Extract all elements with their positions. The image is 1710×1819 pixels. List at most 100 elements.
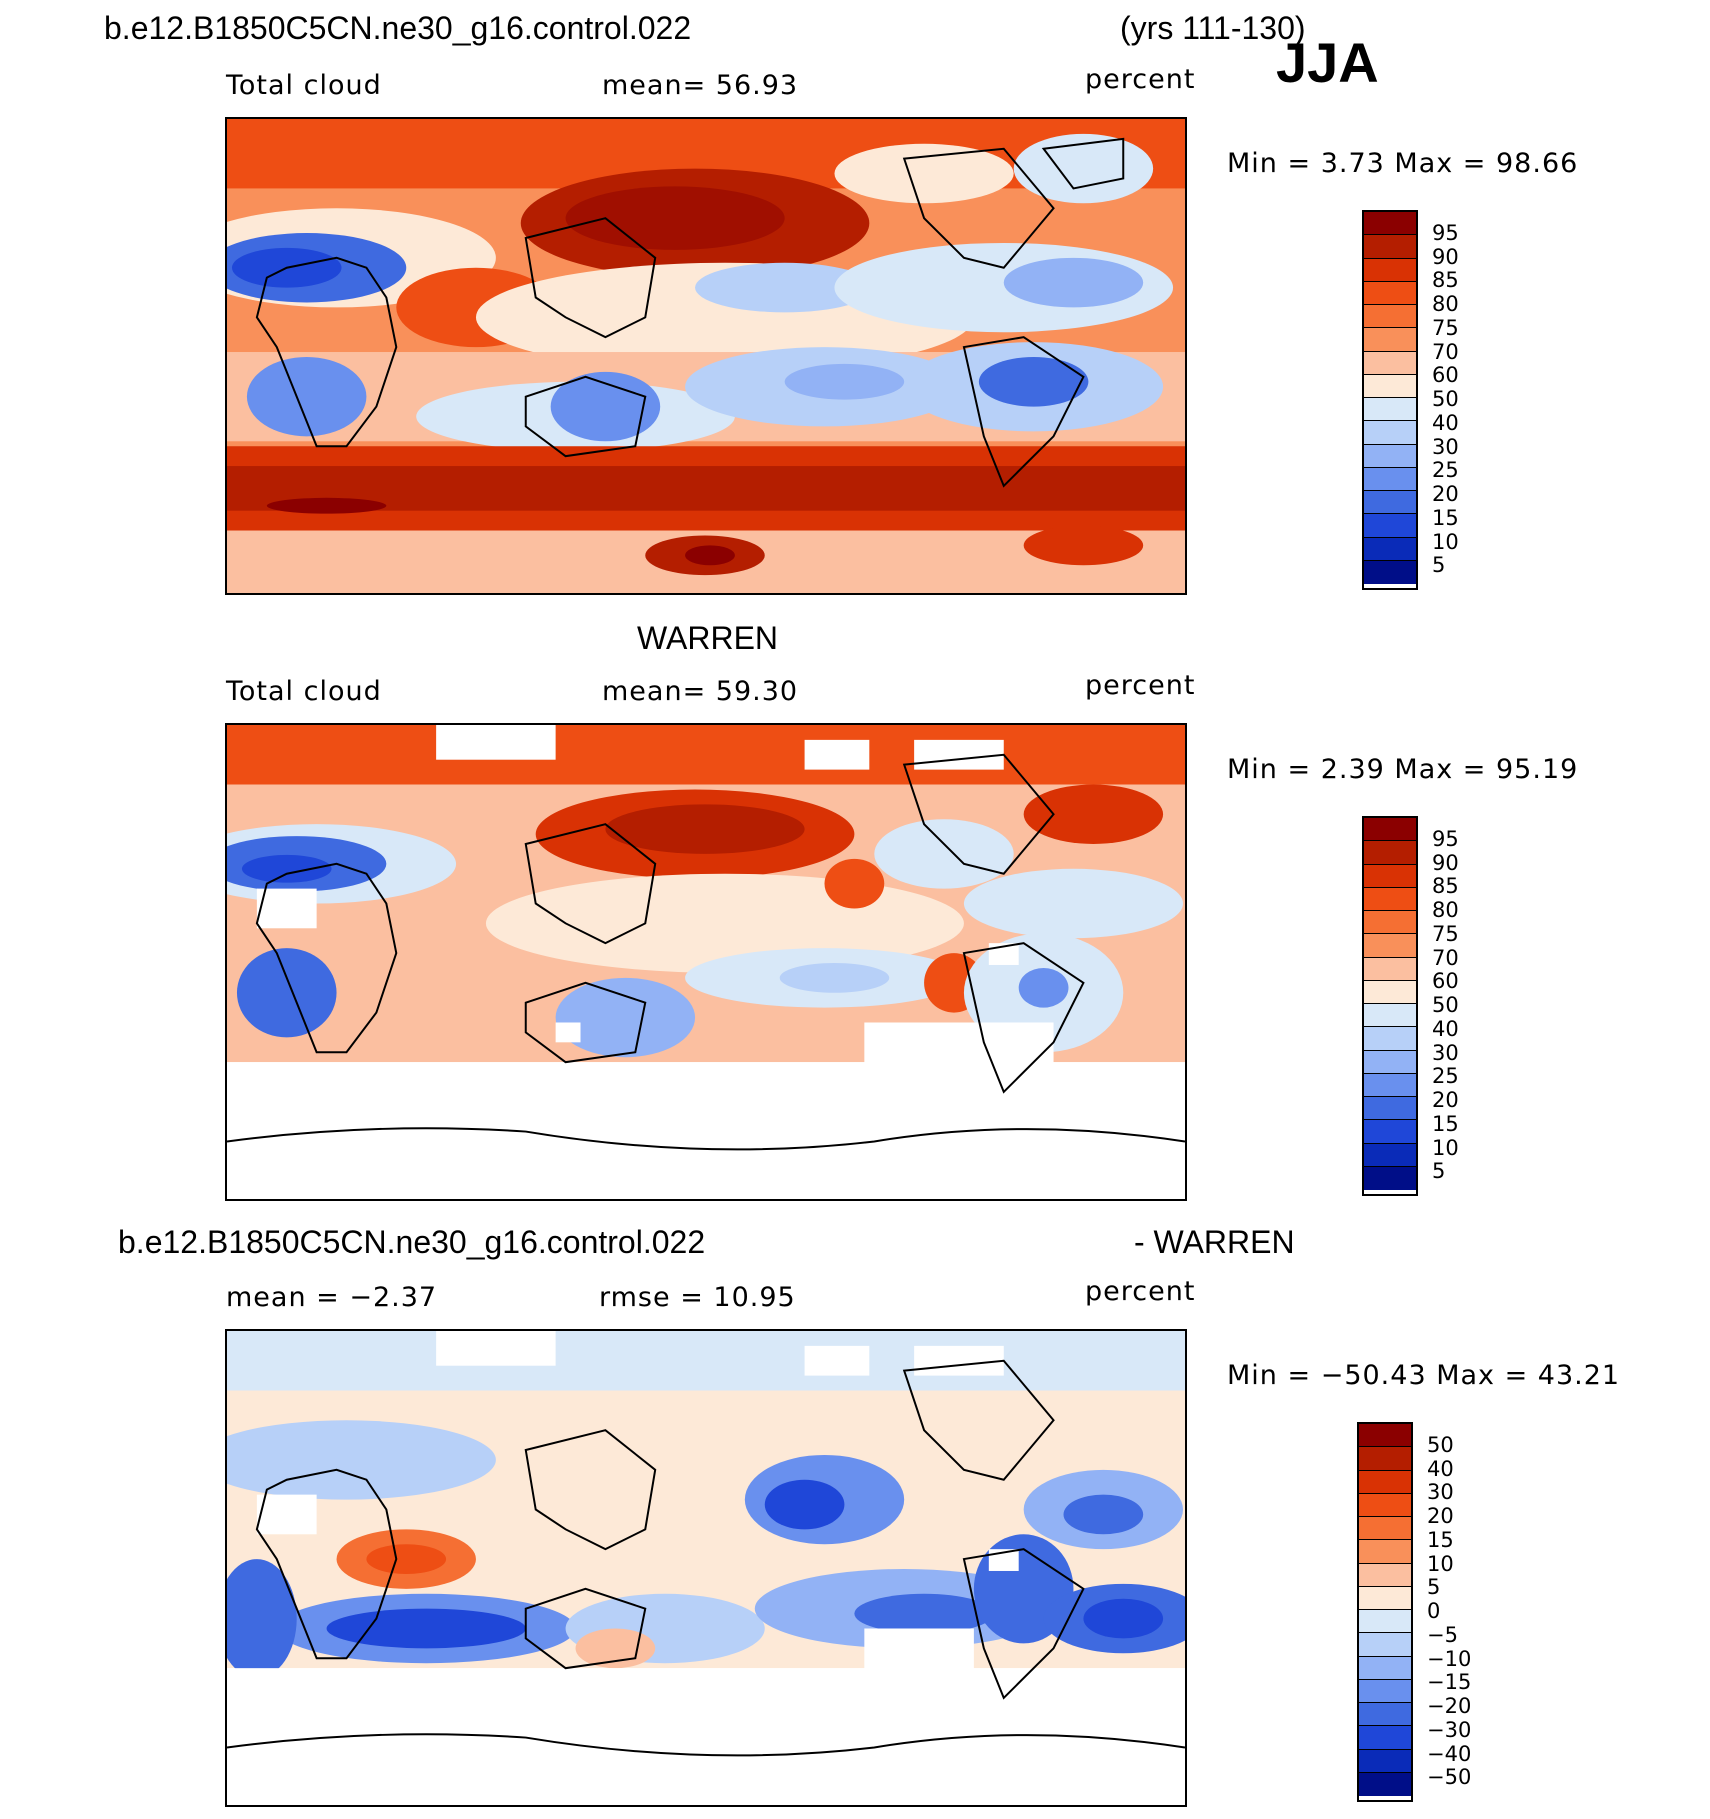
- colorbar-swatch: [1364, 841, 1416, 865]
- colorbar-label: 50: [1432, 993, 1459, 1017]
- colorbar-label: −40: [1427, 1741, 1472, 1766]
- colorbar-swatch: [1359, 1703, 1411, 1727]
- colorbar-label: 15: [1427, 1527, 1454, 1552]
- colorbar-swatch: [1364, 235, 1416, 259]
- colorbar-swatch: [1364, 1166, 1416, 1190]
- colorbar-swatch: [1359, 1517, 1411, 1541]
- colorbar-label: 10: [1432, 1135, 1459, 1160]
- colorbar-label: 30: [1432, 1040, 1459, 1065]
- colorbar-swatch: [1364, 444, 1416, 468]
- colorbar-swatch: [1364, 514, 1416, 538]
- panel2-units-label: percent: [1085, 670, 1196, 701]
- colorbar-label: 95: [1432, 220, 1459, 245]
- colorbar-label: 10: [1427, 1551, 1454, 1576]
- colorbar-swatch: [1364, 934, 1416, 958]
- colorbar-label: 20: [1427, 1504, 1454, 1528]
- colorbar-label: 5: [1432, 1159, 1446, 1184]
- colorbar-swatch: [1364, 818, 1416, 842]
- panel2-variable-label: Total cloud: [226, 676, 382, 707]
- colorbar-label: 25: [1432, 458, 1459, 483]
- colorbar-label: 25: [1432, 1064, 1459, 1089]
- colorbar-label: 85: [1432, 874, 1459, 899]
- colorbar-swatch: [1364, 1097, 1416, 1121]
- panel3-colorbar: [1357, 1422, 1413, 1802]
- colorbar-label: 80: [1432, 292, 1459, 316]
- colorbar-label: 75: [1432, 315, 1459, 340]
- colorbar-swatch: [1364, 351, 1416, 375]
- panel2-minmax: Min = 2.39 Max = 95.19: [1227, 754, 1579, 785]
- colorbar-swatch: [1359, 1586, 1411, 1610]
- colorbar-swatch: [1359, 1610, 1411, 1634]
- colorbar-swatch: [1364, 887, 1416, 911]
- colorbar-swatch: [1364, 1050, 1416, 1074]
- colorbar-swatch: [1364, 1027, 1416, 1051]
- panel3-units-label: percent: [1085, 1276, 1196, 1307]
- colorbar-label: −50: [1427, 1765, 1472, 1790]
- colorbar-label: 75: [1432, 921, 1459, 946]
- colorbar-swatch: [1359, 1563, 1411, 1587]
- colorbar-label: 85: [1432, 268, 1459, 293]
- colorbar-swatch: [1359, 1540, 1411, 1564]
- colorbar-swatch: [1359, 1447, 1411, 1471]
- panel1-contour-field: [227, 119, 1185, 593]
- panel3-title-right: - WARREN: [1134, 1224, 1295, 1260]
- colorbar-label: 15: [1432, 1111, 1459, 1136]
- colorbar-label: −30: [1427, 1717, 1472, 1742]
- colorbar-label: 90: [1432, 850, 1459, 875]
- panel1-variable-label: Total cloud: [226, 70, 382, 101]
- colorbar-label: 30: [1432, 434, 1459, 459]
- colorbar-swatch: [1364, 1143, 1416, 1167]
- colorbar-swatch: [1359, 1726, 1411, 1750]
- colorbar-label: −5: [1427, 1622, 1458, 1647]
- colorbar-swatch: [1364, 980, 1416, 1004]
- panel3-rmse-label: rmse = 10.95: [599, 1282, 796, 1313]
- panel1-mean-label: mean= 56.93: [602, 70, 799, 101]
- colorbar-label: 40: [1432, 1016, 1459, 1041]
- panel3-title-left: b.e12.B1850C5CN.ne30_g16.control.022: [118, 1224, 706, 1260]
- colorbar-label: 30: [1427, 1480, 1454, 1505]
- colorbar-label: 70: [1432, 339, 1459, 364]
- run-title: b.e12.B1850C5CN.ne30_g16.control.022: [104, 10, 692, 46]
- colorbar-swatch: [1364, 398, 1416, 422]
- panel2-colorbar: [1362, 816, 1418, 1196]
- panel3-contour-field: [227, 1331, 1185, 1805]
- colorbar-swatch: [1359, 1633, 1411, 1657]
- colorbar-swatch: [1364, 305, 1416, 329]
- colorbar-label: 20: [1432, 1088, 1459, 1112]
- panel3-minmax: Min = −50.43 Max = 43.21: [1227, 1360, 1621, 1391]
- colorbar-label: 80: [1432, 898, 1459, 922]
- colorbar-label: −15: [1427, 1670, 1472, 1695]
- colorbar-label: 50: [1427, 1432, 1454, 1457]
- colorbar-label: 0: [1427, 1599, 1441, 1623]
- colorbar-swatch: [1359, 1470, 1411, 1494]
- years-label: (yrs 111-130): [1120, 10, 1306, 46]
- colorbar-label: 5: [1432, 553, 1446, 578]
- colorbar-swatch: [1364, 560, 1416, 584]
- colorbar-swatch: [1364, 1120, 1416, 1144]
- panel3-map: [225, 1329, 1187, 1807]
- colorbar-swatch: [1364, 911, 1416, 935]
- panel1-colorbar: [1362, 210, 1418, 590]
- colorbar-label: 20: [1432, 482, 1459, 506]
- colorbar-swatch: [1364, 421, 1416, 445]
- colorbar-swatch: [1364, 537, 1416, 561]
- colorbar-swatch: [1364, 258, 1416, 282]
- colorbar-swatch: [1364, 1004, 1416, 1028]
- colorbar-swatch: [1364, 864, 1416, 888]
- panel3-mean-label: mean = −2.37: [226, 1282, 438, 1313]
- colorbar-label: 5: [1427, 1575, 1441, 1600]
- colorbar-swatch: [1359, 1424, 1411, 1448]
- colorbar-label: 40: [1432, 410, 1459, 435]
- panel2-mean-label: mean= 59.30: [602, 676, 799, 707]
- colorbar-swatch: [1364, 467, 1416, 491]
- season-label: JJA: [1276, 31, 1379, 94]
- colorbar-label: 10: [1432, 529, 1459, 554]
- colorbar-swatch: [1364, 491, 1416, 515]
- panel2-contour-field: [227, 725, 1185, 1199]
- colorbar-label: 70: [1432, 945, 1459, 970]
- colorbar-swatch: [1359, 1772, 1411, 1796]
- colorbar-swatch: [1359, 1679, 1411, 1703]
- panel1-map: [225, 117, 1187, 595]
- colorbar-label: −20: [1427, 1694, 1472, 1718]
- colorbar-label: 60: [1432, 969, 1459, 994]
